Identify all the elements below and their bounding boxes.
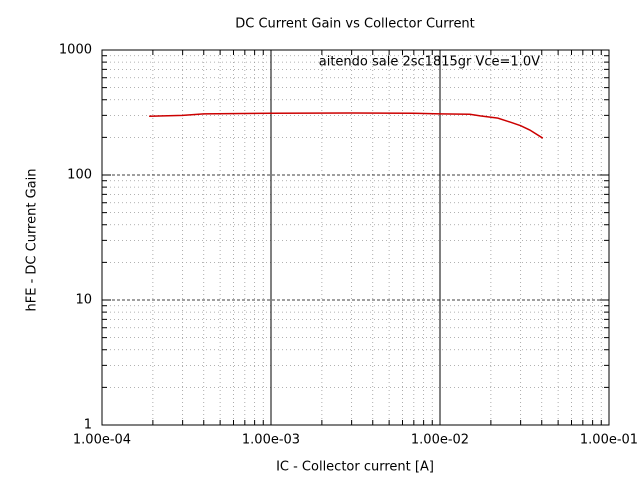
data-line [149, 112, 544, 139]
x-tick-label: 1.00e-03 [242, 433, 300, 448]
y-tick-label: 1 [84, 418, 92, 433]
y-tick-label: 100 [67, 168, 92, 183]
chart-title: DC Current Gain vs Collector Current [235, 17, 475, 32]
legend-label: aitendo sale 2sc1815gr Vce=1.0V [319, 55, 540, 70]
plot-border [101, 49, 610, 426]
x-tick-label: 1.00e-01 [580, 433, 638, 448]
y-tick-label: 1000 [59, 43, 92, 58]
x-tick-label: 1.00e-02 [411, 433, 469, 448]
x-axis-label: IC - Collector current [A] [276, 460, 434, 475]
y-tick-label: 10 [75, 293, 92, 308]
y-axis-label: hFE - DC Current Gain [25, 169, 40, 312]
x-tick-label: 1.00e-04 [73, 433, 131, 448]
